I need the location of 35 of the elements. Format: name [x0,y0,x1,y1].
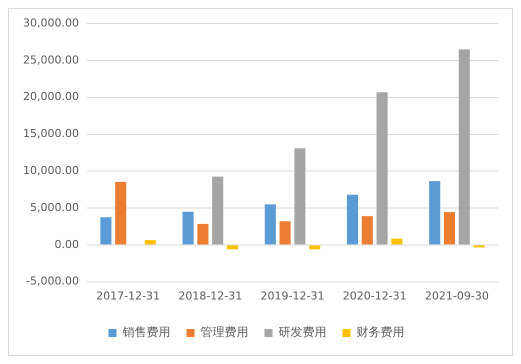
x-tick-label: 2019-12-31 [260,289,324,302]
bar [182,212,194,244]
bar [226,245,238,250]
bar [264,204,276,244]
bar [197,224,208,244]
bar [294,148,306,244]
bar [444,212,456,244]
bar [429,181,440,244]
legend-label: 销售费用 [122,325,170,340]
y-tick-label: 5,000.00 [30,200,79,214]
y-tick-label: -5,000.00 [26,274,79,288]
legend-label: 财务费用 [356,325,404,340]
y-tick-label: 0.00 [54,238,79,251]
legend-label: 研发费用 [278,325,326,340]
y-tick-label: 25,000.00 [23,53,79,66]
x-tick-label: 2021-09-30 [424,289,489,302]
legend-label: 管理费用 [200,325,248,340]
bar [346,194,358,244]
bar [100,217,112,244]
y-tick-label: 10,000.00 [23,164,79,177]
x-tick-label: 2018-12-31 [178,289,242,302]
bar [376,92,388,244]
bar [362,216,373,244]
bar [309,245,320,250]
y-tick-label: 20,000.00 [23,90,79,104]
bar [144,240,156,244]
bar [280,221,291,244]
y-tick-label: 30,000.00 [23,16,79,30]
x-tick-label: 2017-12-31 [96,289,160,302]
bar [115,182,126,244]
y-tick-label: 15,000.00 [23,127,79,140]
x-tick-label: 2020-12-31 [342,289,407,302]
bar [212,176,224,244]
bar [391,238,402,244]
bar [458,49,470,244]
